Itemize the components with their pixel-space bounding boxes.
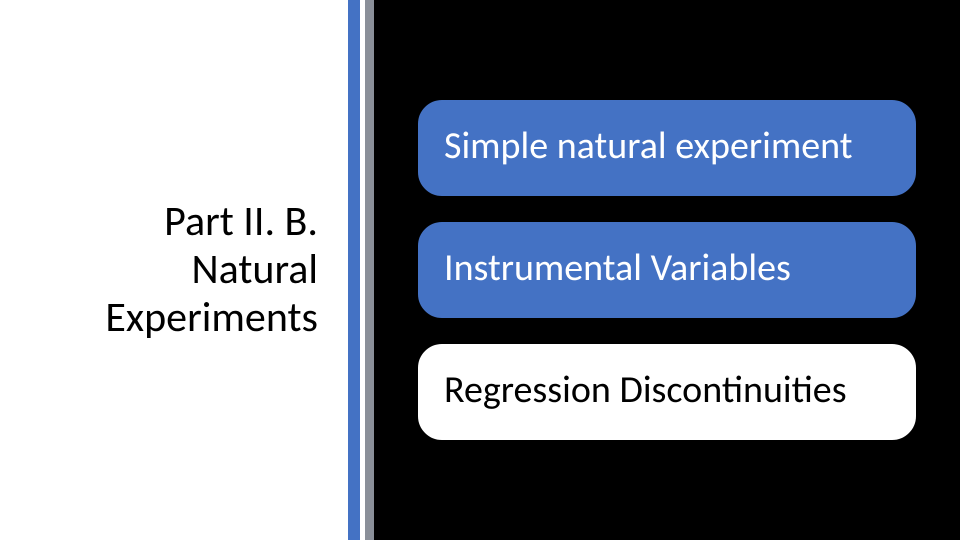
list-item: Instrumental Variables — [416, 220, 918, 320]
divider-bar-blue — [348, 0, 360, 540]
title-line-3: Experiments — [105, 294, 318, 342]
item-label: Regression Discontinuities — [444, 370, 847, 412]
title-line-1: Part II. B. — [105, 198, 318, 246]
slide-title: Part II. B. Natural Experiments — [105, 198, 318, 343]
item-label: Instrumental Variables — [444, 248, 791, 290]
divider — [348, 0, 374, 540]
list-item: Regression Discontinuities — [416, 342, 918, 442]
left-panel: Part II. B. Natural Experiments — [0, 0, 348, 540]
title-line-2: Natural — [105, 246, 318, 294]
slide: Part II. B. Natural Experiments Simple n… — [0, 0, 960, 540]
right-panel: Simple natural experiment Instrumental V… — [374, 0, 960, 540]
list-item: Simple natural experiment — [416, 98, 918, 198]
item-label: Simple natural experiment — [444, 126, 852, 168]
divider-bar-gray — [365, 0, 374, 540]
